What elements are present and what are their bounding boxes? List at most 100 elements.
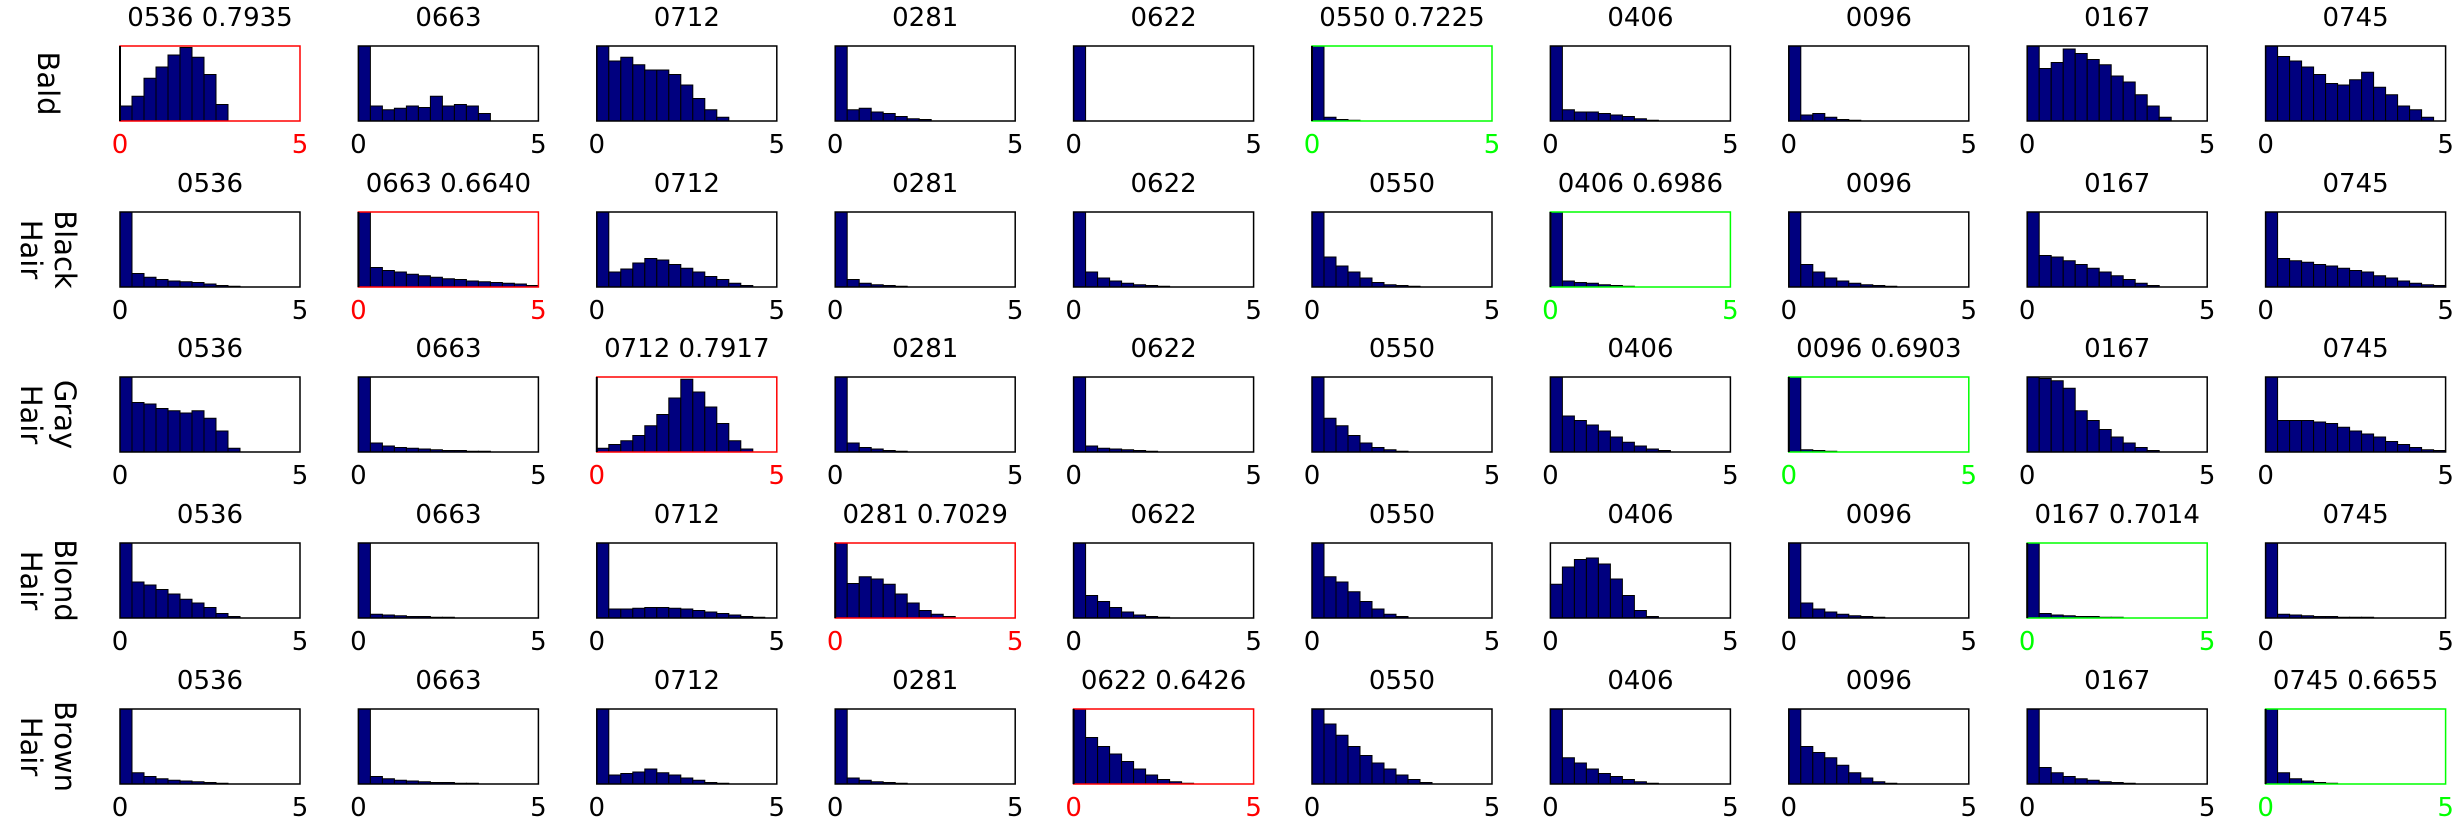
- histogram-bar: [2325, 83, 2339, 122]
- panel-title: 0536: [177, 334, 243, 364]
- histogram-bar: [1836, 280, 1850, 288]
- histogram-bar: [1311, 376, 1325, 453]
- histogram-bar: [704, 109, 718, 122]
- histogram-bar: [179, 598, 193, 619]
- histogram-bar: [1561, 109, 1575, 122]
- histogram-bar: [2050, 380, 2064, 453]
- row-label-line: Brown: [48, 701, 82, 792]
- histogram-panel: 0536 0 5: [112, 666, 309, 823]
- x-tick-label: 5: [292, 627, 309, 657]
- x-tick-label: 5: [530, 627, 547, 657]
- histogram-bar: [894, 593, 908, 619]
- x-tick-label: 0: [1065, 130, 1082, 160]
- histogram-bar: [179, 281, 193, 288]
- histogram-bar: [155, 589, 169, 619]
- histogram-bar: [1609, 436, 1623, 453]
- histogram-panel: 0550 0.7225 0 5: [1304, 3, 1501, 160]
- histogram-bar: [1073, 708, 1087, 785]
- histogram-bar: [1549, 211, 1563, 288]
- row-label-line: Hair: [14, 717, 48, 777]
- panel-title: 0406 0.6986: [1558, 169, 1723, 199]
- histogram-bar: [1311, 542, 1325, 619]
- histogram-bar: [1788, 708, 1802, 785]
- histogram-bar: [393, 107, 407, 122]
- panel-title: 0745: [2323, 500, 2389, 530]
- histogram-bar: [1800, 264, 1814, 288]
- histogram-bar: [1609, 776, 1623, 785]
- histogram-panel: 0406 0.6986 0 5: [1542, 169, 1739, 326]
- histogram-bar: [680, 777, 694, 785]
- histogram-bar: [1359, 442, 1373, 453]
- x-tick-label: 0: [350, 130, 367, 160]
- histogram-bar: [2098, 429, 2112, 453]
- histogram-panel: 0536 0 5: [112, 169, 309, 326]
- histogram-bar: [2110, 75, 2124, 122]
- panel-axes-box: [357, 45, 540, 122]
- histogram-bar: [834, 376, 848, 453]
- histogram-bar: [1788, 376, 1802, 453]
- panel-title: 0550: [1369, 169, 1435, 199]
- histogram-bar: [668, 774, 682, 785]
- histogram-bar: [668, 74, 682, 122]
- histogram-bar: [2265, 45, 2279, 122]
- panel-title: 0406: [1607, 500, 1673, 530]
- x-tick-label: 5: [292, 793, 309, 823]
- x-tick-label: 0: [2019, 296, 2036, 326]
- x-tick-label: 0: [350, 461, 367, 491]
- histogram-bar: [1788, 211, 1802, 288]
- histogram-bar: [1848, 772, 1862, 785]
- panel-title: 0167: [2084, 334, 2150, 364]
- histogram-bar: [1585, 111, 1599, 122]
- histogram-bar: [656, 772, 670, 785]
- histogram-bar: [632, 262, 646, 288]
- panel-title: 0663: [415, 3, 481, 33]
- x-tick-label: 0: [1304, 461, 1321, 491]
- histogram-bar: [1323, 576, 1337, 619]
- histogram-bar: [2289, 60, 2303, 122]
- x-tick-label: 5: [1961, 627, 1978, 657]
- histogram-bar: [1573, 111, 1587, 122]
- histogram-bar: [644, 69, 658, 122]
- x-tick-label: 5: [292, 130, 309, 160]
- histogram-bar: [1585, 557, 1599, 619]
- x-tick-label: 5: [1007, 296, 1024, 326]
- histogram-bar: [2337, 267, 2351, 288]
- histogram-panel: 0745 0 5: [2257, 334, 2454, 491]
- histogram-bar: [2265, 542, 2279, 619]
- histogram-bar: [1812, 608, 1826, 619]
- histogram-bar: [2265, 376, 2279, 453]
- x-tick-label: 5: [292, 296, 309, 326]
- histogram-bar: [1311, 708, 1325, 785]
- histogram-bar: [1824, 757, 1838, 785]
- x-tick-label: 5: [2437, 130, 2454, 160]
- x-tick-label: 5: [769, 627, 786, 657]
- panel-title: 0622: [1131, 334, 1197, 364]
- panel-axes-box: [1549, 211, 1732, 288]
- histogram-panel: 0096 0.6903 0 5: [1781, 334, 1978, 491]
- histogram-bar: [357, 708, 371, 785]
- histogram-bar: [369, 267, 383, 288]
- x-tick-label: 5: [1007, 461, 1024, 491]
- x-tick-label: 0: [2019, 130, 2036, 160]
- x-tick-label: 5: [769, 461, 786, 491]
- x-tick-label: 5: [530, 461, 547, 491]
- histogram-bar: [167, 410, 181, 453]
- histogram-panel: 0745 0.6655 0 5: [2257, 666, 2454, 823]
- x-tick-label: 5: [1722, 793, 1739, 823]
- histogram-bar: [405, 273, 419, 288]
- histogram-bar: [179, 412, 193, 453]
- histogram-bar: [632, 435, 646, 453]
- histogram-bar: [1812, 752, 1826, 785]
- histogram-bar: [608, 271, 622, 288]
- x-tick-label: 0: [1065, 627, 1082, 657]
- histogram-panel: 0096 0 5: [1781, 3, 1978, 160]
- histogram-bar: [680, 267, 694, 288]
- histogram-bar: [417, 107, 431, 122]
- x-tick-label: 0: [1542, 627, 1559, 657]
- panel-axes-box: [2264, 708, 2447, 785]
- histogram-bar: [143, 584, 157, 619]
- histogram-bar: [1073, 542, 1087, 619]
- histogram-bar: [1323, 723, 1337, 785]
- x-tick-label: 0: [1065, 461, 1082, 491]
- histogram-bar: [2134, 94, 2148, 122]
